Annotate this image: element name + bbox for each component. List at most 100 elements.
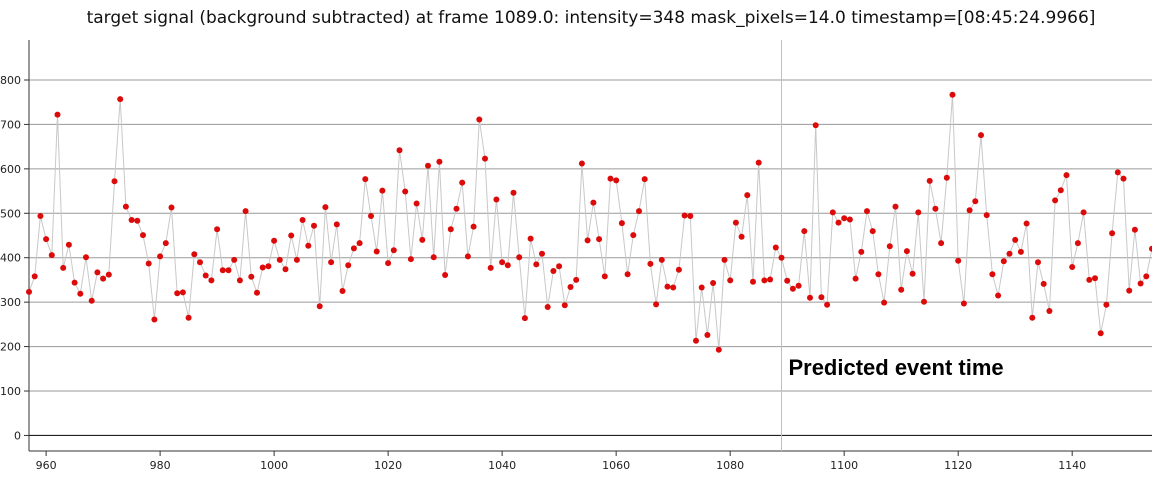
data-point	[1086, 276, 1093, 283]
data-point	[750, 278, 756, 285]
data-point	[219, 267, 226, 274]
data-point	[487, 264, 494, 271]
data-point	[995, 292, 1002, 299]
data-point	[818, 294, 825, 301]
data-point	[197, 259, 203, 266]
data-point	[903, 248, 910, 255]
y-tick-label: 700	[0, 118, 21, 131]
data-point	[436, 158, 443, 165]
data-point	[282, 266, 289, 273]
data-point	[390, 247, 397, 254]
data-point	[607, 175, 614, 182]
data-point	[527, 235, 534, 242]
data-point	[100, 275, 107, 282]
data-point	[128, 217, 135, 223]
data-point	[1012, 236, 1019, 243]
data-point	[715, 346, 722, 353]
data-point	[710, 280, 717, 286]
data-point	[1103, 301, 1110, 308]
data-point	[402, 188, 409, 195]
data-point	[350, 245, 357, 252]
data-point	[208, 277, 215, 284]
data-point	[573, 276, 580, 283]
data-point	[1052, 197, 1059, 204]
data-point	[670, 284, 677, 291]
data-point	[789, 285, 796, 292]
data-point	[1017, 248, 1024, 255]
data-point	[630, 232, 637, 239]
data-point	[1063, 172, 1070, 179]
data-point	[1000, 258, 1007, 265]
data-point	[675, 266, 682, 273]
data-point	[442, 272, 449, 278]
data-point	[65, 241, 72, 248]
y-tick-label: 800	[0, 74, 21, 87]
data-point	[236, 277, 243, 284]
data-point	[966, 207, 973, 214]
data-point	[510, 189, 517, 196]
data-point	[122, 203, 129, 210]
data-point	[641, 176, 648, 183]
data-point	[687, 213, 694, 219]
data-point	[664, 283, 671, 290]
data-point	[590, 199, 597, 206]
data-point	[1057, 187, 1064, 194]
data-point	[915, 209, 922, 216]
y-tick-label: 600	[0, 163, 21, 176]
data-point	[328, 259, 335, 266]
data-point	[761, 277, 768, 284]
data-point	[972, 198, 979, 205]
y-tick-label: 500	[0, 207, 21, 220]
x-tick-label: 1100	[830, 459, 858, 472]
data-point	[470, 223, 477, 230]
data-point	[464, 253, 471, 260]
data-point	[111, 178, 118, 185]
data-point	[556, 263, 563, 270]
data-point	[875, 271, 882, 278]
data-point	[932, 205, 939, 212]
data-point	[596, 236, 603, 243]
data-point	[698, 284, 705, 291]
data-point	[858, 248, 865, 255]
x-tick-label: 1080	[716, 459, 744, 472]
data-point	[601, 273, 608, 280]
data-point	[71, 279, 78, 286]
y-tick-label: 400	[0, 252, 21, 265]
data-point	[77, 290, 84, 297]
data-point	[755, 159, 762, 166]
data-point	[1006, 250, 1013, 257]
data-point	[846, 216, 853, 223]
y-tick-label: 300	[0, 296, 21, 309]
data-point	[544, 304, 551, 310]
data-point	[624, 271, 631, 278]
data-point	[117, 96, 124, 103]
data-point	[767, 276, 774, 283]
data-point	[26, 288, 32, 295]
data-point	[413, 200, 420, 207]
data-point	[921, 298, 927, 305]
data-point	[37, 213, 44, 219]
data-point	[299, 217, 306, 223]
data-point	[772, 244, 779, 251]
data-point	[379, 187, 386, 194]
data-point	[407, 256, 414, 263]
data-point	[54, 111, 61, 118]
data-point	[550, 268, 557, 274]
data-point	[795, 282, 802, 289]
data-point	[1097, 330, 1104, 337]
data-point	[926, 177, 933, 184]
data-point	[48, 252, 55, 259]
data-point	[157, 253, 164, 260]
data-point	[784, 277, 791, 284]
data-point	[174, 290, 181, 297]
data-point	[385, 260, 392, 267]
x-tick-label: 1140	[1058, 459, 1086, 472]
data-point	[1109, 230, 1116, 237]
data-point	[778, 254, 785, 261]
data-point	[869, 228, 876, 235]
data-point	[60, 264, 67, 271]
data-point	[613, 177, 620, 184]
x-tick-label: 960	[36, 459, 57, 472]
data-point	[636, 208, 642, 215]
data-point	[978, 132, 984, 139]
